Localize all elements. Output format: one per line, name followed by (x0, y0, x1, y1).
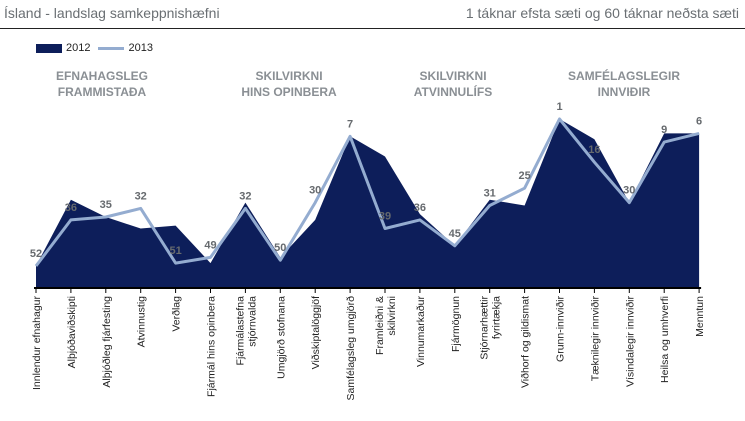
legend-label-2012: 2012 (66, 42, 91, 54)
x-tick-label: Menntun (694, 296, 706, 337)
x-tick-label: Fjármálastefnastjórnvalda (234, 296, 258, 366)
x-tick-label: Vinnumarkaður (415, 295, 427, 367)
data-label: 31 (484, 187, 496, 199)
legend-swatch-2013 (98, 46, 125, 50)
series-2012-area (36, 119, 700, 288)
x-tick-label: Fjármögnun (450, 296, 462, 352)
data-label: 6 (696, 115, 702, 127)
data-label: 7 (347, 118, 353, 130)
x-tick-label: Alþjóðaviðskipti (66, 296, 78, 368)
data-label: 52 (30, 248, 42, 260)
x-tick-label: Innlendur efnahagur (31, 296, 43, 390)
group-heading: EFNAHAGSLEG (56, 69, 148, 83)
group-heading: SKILVIRKNI (255, 69, 322, 83)
x-tick-label: Tæknilegir innviðir (589, 296, 601, 382)
group-heading: SKILVIRKNI (419, 69, 486, 83)
data-label: 9 (661, 124, 667, 136)
data-label: 32 (135, 190, 147, 202)
x-tick-label: Vísindalegir innviðir (624, 295, 636, 387)
chart-header-right: 1 táknar efsta sæti og 60 táknar neðsta … (465, 5, 739, 21)
x-tick-label: Stjórnarhættirfyrirtækja (479, 296, 503, 360)
data-label: 25 (518, 170, 530, 182)
data-label: 16 (588, 144, 600, 156)
x-tick-label: Grunn-innviðir (555, 296, 567, 362)
data-label: 39 (379, 211, 391, 223)
group-heading: INNVIÐIR (598, 85, 651, 99)
data-label: 49 (204, 239, 216, 251)
data-label: 45 (449, 228, 461, 240)
data-label: 50 (274, 242, 286, 254)
data-label: 51 (169, 245, 181, 257)
x-tick-label: Atvinnustig (136, 296, 148, 348)
x-tick-label: Framleiðni &skilvirkni (374, 296, 398, 355)
data-label: 30 (309, 185, 321, 197)
x-tick-label: Alþjóðleg fjárfesting (101, 296, 113, 388)
x-tick-label: Heilsa og umhverfi (659, 296, 671, 383)
group-heading: SAMFÉLAGSLEGIR (568, 68, 680, 83)
x-tick-label: Samfélagsleg umgjörð (345, 296, 357, 401)
legend-swatch-2012 (36, 43, 62, 53)
group-heading: FRAMMISTAÐA (58, 85, 147, 99)
data-label: 1 (556, 101, 562, 113)
series-2013-line (34, 117, 700, 267)
x-tick-label: Viðhorf og gildismat (520, 296, 532, 388)
data-label: 30 (623, 185, 635, 197)
data-label: 36 (414, 202, 426, 214)
data-label: 36 (65, 202, 77, 214)
x-tick-label: Fjármál hins opinbera (206, 296, 218, 397)
x-tick-label: Viðskiptalöggjöf (310, 296, 322, 369)
x-tick-label: Umgjörð stofnana (275, 296, 287, 379)
data-label: 32 (239, 190, 251, 202)
legend: 2012 2013 (36, 42, 153, 54)
group-heading: HINS OPINBERA (241, 85, 337, 99)
group-heading: ATVINNULÍFS (414, 84, 492, 99)
header-divider (0, 28, 745, 29)
legend-label-2013: 2013 (128, 42, 153, 54)
x-tick-label: Verðlag (171, 296, 183, 332)
chart-header-left: Ísland - landslag samkeppnishæfni (4, 5, 220, 21)
data-label: 35 (100, 199, 112, 211)
